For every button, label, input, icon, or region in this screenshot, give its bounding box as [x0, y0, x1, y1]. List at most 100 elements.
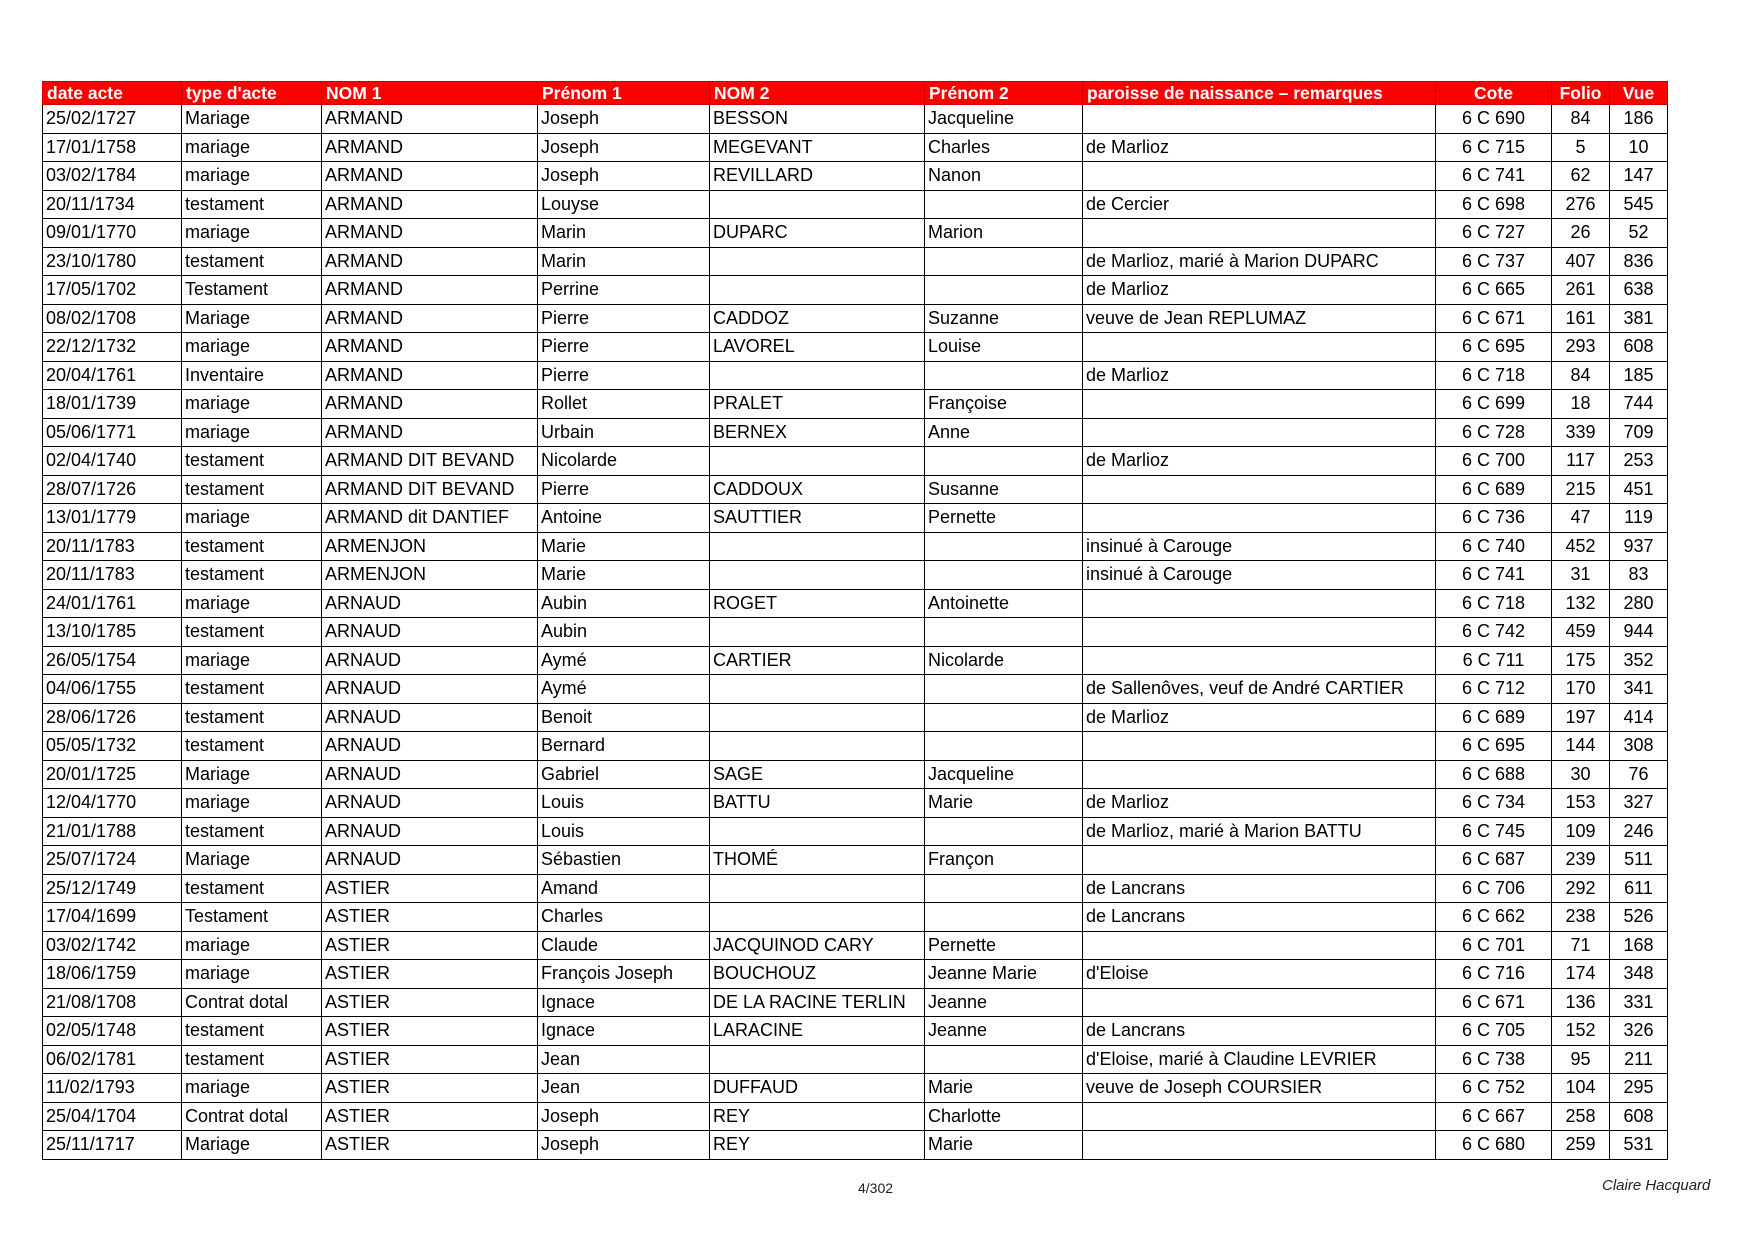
- table-cell: ASTIER: [321, 1044, 538, 1074]
- table-cell: 6 C 689: [1435, 702, 1552, 732]
- table-cell: 6 C 690: [1435, 104, 1552, 134]
- table-cell: ARMAND DIT BEVAND: [321, 446, 538, 476]
- table-row: 24/01/1761 mariage ARNAUD Aubin ROGET Antoine…: [42, 588, 1668, 618]
- table-cell: Amand: [537, 873, 710, 903]
- table-cell: mariage: [181, 389, 322, 419]
- table-cell: mariage: [181, 332, 322, 362]
- table-cell: [924, 360, 1083, 390]
- table-cell: 531: [1609, 1130, 1668, 1160]
- table-cell: Aymé: [537, 645, 710, 675]
- table-cell: 6 C 698: [1435, 189, 1552, 219]
- table-cell: [924, 246, 1083, 276]
- table-cell: 23/10/1780: [42, 246, 182, 276]
- table-cell: 26/05/1754: [42, 645, 182, 675]
- table-cell: 381: [1609, 303, 1668, 333]
- table-row: 13/01/1779 mariage ARMAND dit DANTIEF Antoi…: [42, 503, 1668, 533]
- table-cell: veuve de Joseph COURSIER: [1082, 1073, 1436, 1103]
- table-row: 17/04/1699 Testament ASTIER Charles de Lancr…: [42, 902, 1668, 932]
- table-cell: Anne: [924, 417, 1083, 447]
- table-cell: 744: [1609, 389, 1668, 419]
- table-cell: [709, 873, 925, 903]
- table-cell: 18/01/1739: [42, 389, 182, 419]
- table-cell: 937: [1609, 531, 1668, 561]
- table-cell: 6 C 671: [1435, 303, 1552, 333]
- table-cell: 08/02/1708: [42, 303, 182, 333]
- table-cell: 10: [1609, 132, 1668, 162]
- table-cell: ASTIER: [321, 1130, 538, 1160]
- table-cell: Jean: [537, 1073, 710, 1103]
- table-cell: 608: [1609, 332, 1668, 362]
- table-cell: 545: [1609, 189, 1668, 219]
- table-cell: 6 C 737: [1435, 246, 1552, 276]
- table-cell: ARNAUD: [321, 845, 538, 875]
- table-cell: 25/04/1704: [42, 1101, 182, 1131]
- table-cell: d'Eloise: [1082, 959, 1436, 989]
- table-cell: 308: [1609, 731, 1668, 761]
- table-cell: Marie: [537, 531, 710, 561]
- table-cell: ARMENJON: [321, 531, 538, 561]
- table-row: 04/06/1755 testament ARNAUD Aymé de Sallenôv…: [42, 674, 1668, 704]
- table-cell: ARMAND: [321, 332, 538, 362]
- table-cell: [709, 731, 925, 761]
- table-cell: 280: [1609, 588, 1668, 618]
- table-cell: 104: [1551, 1073, 1610, 1103]
- table-cell: Pernette: [924, 503, 1083, 533]
- table-cell: 18: [1551, 389, 1610, 419]
- table-cell: Joseph: [537, 104, 710, 134]
- table-cell: ASTIER: [321, 930, 538, 960]
- table-cell: 109: [1551, 816, 1610, 846]
- table-cell: ARMAND: [321, 417, 538, 447]
- table-row: 25/12/1749 testament ASTIER Amand de Lancran…: [42, 873, 1668, 903]
- table-cell: Mariage: [181, 303, 322, 333]
- table-row: 20/11/1734 testament ARMAND Louyse de Cercie…: [42, 189, 1668, 219]
- table-cell: [709, 189, 925, 219]
- table-cell: [709, 560, 925, 590]
- table-cell: 526: [1609, 902, 1668, 932]
- table-row: 13/10/1785 testament ARNAUD Aubin 6 C 742 459…: [42, 617, 1668, 647]
- table-cell: Marin: [537, 218, 710, 248]
- table-cell: 709: [1609, 417, 1668, 447]
- table-cell: [924, 275, 1083, 305]
- table-cell: de Marlioz: [1082, 360, 1436, 390]
- table-cell: ASTIER: [321, 1016, 538, 1046]
- table-cell: Charlotte: [924, 1101, 1083, 1131]
- table-cell: 22/12/1732: [42, 332, 182, 362]
- table-cell: Benoit: [537, 702, 710, 732]
- table-cell: BOUCHOUZ: [709, 959, 925, 989]
- records-table: date acte type d'acte NOM 1 Prénom 1 NOM 2 Pr…: [42, 81, 1668, 1160]
- table-cell: 12/04/1770: [42, 788, 182, 818]
- table-cell: CARTIER: [709, 645, 925, 675]
- table-cell: Louyse: [537, 189, 710, 219]
- table-cell: [1082, 161, 1436, 191]
- table-cell: MEGEVANT: [709, 132, 925, 162]
- table-cell: mariage: [181, 645, 322, 675]
- table-cell: 6 C 752: [1435, 1073, 1552, 1103]
- table-cell: 31: [1551, 560, 1610, 590]
- table-cell: Jean: [537, 1044, 710, 1074]
- table-cell: ARNAUD: [321, 816, 538, 846]
- table-cell: [709, 617, 925, 647]
- table-cell: 6 C 671: [1435, 987, 1552, 1017]
- table-cell: de Marlioz, marié à Marion DUPARC: [1082, 246, 1436, 276]
- table-row: 26/05/1754 mariage ARNAUD Aymé CARTIER Nicola…: [42, 645, 1668, 675]
- table-cell: mariage: [181, 1073, 322, 1103]
- table-row: 28/06/1726 testament ARNAUD Benoit de Marlio…: [42, 702, 1668, 732]
- column-header: Folio: [1551, 81, 1610, 105]
- table-cell: ARNAUD: [321, 702, 538, 732]
- table-cell: 6 C 680: [1435, 1130, 1552, 1160]
- table-cell: de Marlioz, marié à Marion BATTU: [1082, 816, 1436, 846]
- table-cell: de Marlioz: [1082, 446, 1436, 476]
- table-cell: Louis: [537, 816, 710, 846]
- table-cell: [924, 731, 1083, 761]
- table-row: 28/07/1726 testament ARMAND DIT BEVAND Pier…: [42, 474, 1668, 504]
- table-cell: de Lancrans: [1082, 1016, 1436, 1046]
- table-cell: 6 C 741: [1435, 161, 1552, 191]
- table-cell: Testament: [181, 275, 322, 305]
- table-cell: de Marlioz: [1082, 788, 1436, 818]
- table-cell: 84: [1551, 360, 1610, 390]
- table-cell: [1082, 474, 1436, 504]
- table-cell: 276: [1551, 189, 1610, 219]
- table-cell: [709, 531, 925, 561]
- table-cell: insinué à Carouge: [1082, 560, 1436, 590]
- table-cell: CADDOUX: [709, 474, 925, 504]
